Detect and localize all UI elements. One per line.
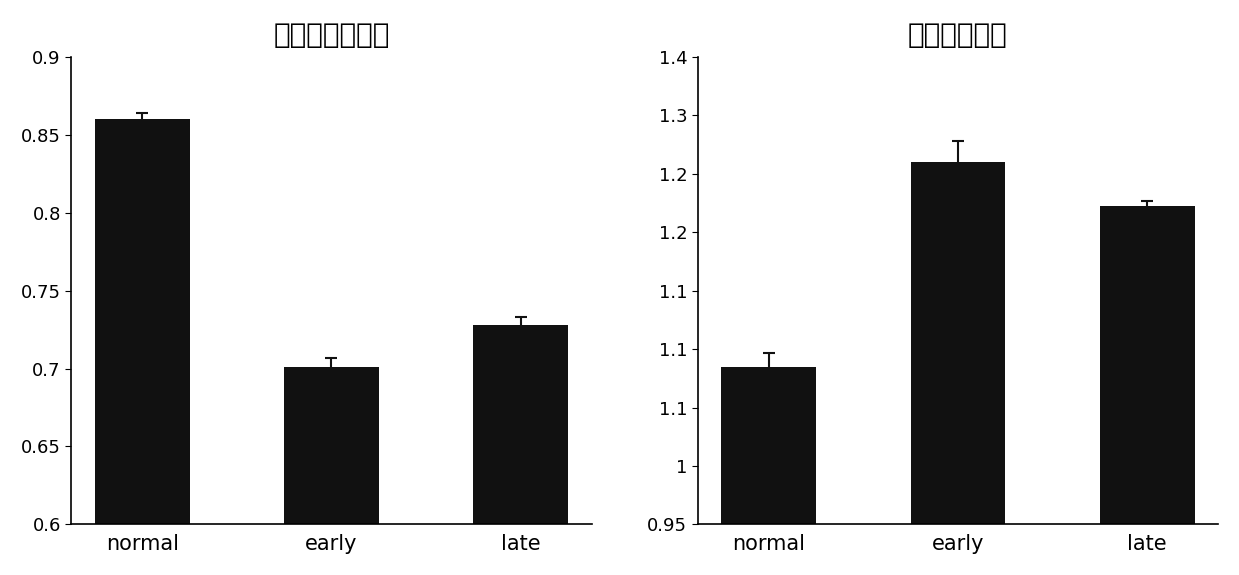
Title: 细胞膜形状因子: 细胞膜形状因子 xyxy=(274,21,390,49)
Bar xyxy=(284,367,379,575)
Bar xyxy=(721,367,817,575)
Bar xyxy=(1100,206,1194,575)
Bar xyxy=(473,325,567,575)
Bar xyxy=(911,162,1005,575)
Title: 细胞核満圆度: 细胞核満圆度 xyxy=(908,21,1007,49)
Bar xyxy=(95,119,190,575)
